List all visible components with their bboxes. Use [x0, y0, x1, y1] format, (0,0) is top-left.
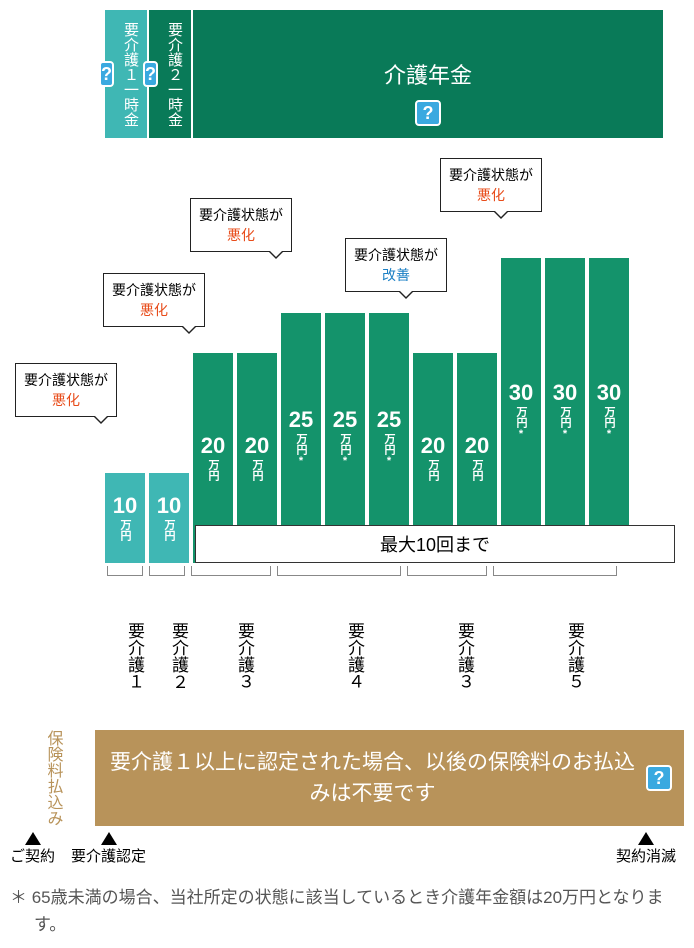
bar-value: 30	[597, 382, 621, 404]
callout-highlight: 悪化	[477, 187, 505, 203]
xlabel: 要介護３	[437, 618, 477, 690]
help-icon[interactable]: ?	[99, 61, 114, 87]
callout-pre: 要介護状態が	[199, 207, 283, 223]
brown-banner: 要介護１以上に認定された場合、以後の保険料のお払込みは不要です ?	[95, 730, 684, 826]
bar-value: 20	[465, 435, 489, 457]
bar-unit: 万円	[249, 459, 265, 481]
help-icon[interactable]: ?	[415, 100, 441, 126]
bracket	[191, 566, 271, 576]
bar-unit: 万円	[161, 519, 177, 541]
timeline-left: ご契約要介護認定	[10, 832, 146, 866]
header-col: 要介護２一時金?	[149, 10, 191, 138]
bar: 30 万円*	[545, 258, 585, 563]
xlabel: 要介護４	[327, 618, 367, 690]
bar-unit: 万円*	[381, 433, 397, 467]
bar-unit: 万円*	[337, 433, 353, 467]
callout-highlight: 悪化	[227, 227, 255, 243]
help-icon[interactable]: ?	[646, 765, 672, 791]
bar-value: 25	[289, 409, 313, 431]
callout: 要介護状態が悪化	[440, 158, 542, 212]
bar-value: 10	[113, 495, 137, 517]
header-row: 要介護１一時金?要介護２一時金?介護年金?	[105, 10, 684, 138]
bar-unit: 万円*	[513, 406, 529, 440]
bar-unit: 万円*	[601, 406, 617, 440]
triangle-icon	[25, 832, 41, 845]
bracket	[277, 566, 401, 576]
bracket	[149, 566, 185, 576]
footnote: ＊ 65歳未満の場合、当社所定の状態に該当しているとき介護年金額は20万円となり…	[10, 884, 684, 938]
brown-row: 保険料払込み 要介護１以上に認定された場合、以後の保険料のお払込みは不要です ?	[10, 730, 684, 826]
timeline-item: ご契約	[10, 832, 55, 866]
timeline-label: 要介護認定	[71, 845, 146, 866]
chart-area: 要介護状態が悪化要介護状態が悪化要介護状態が悪化要介護状態が改善要介護状態が悪化…	[105, 178, 684, 618]
bar-unit: 万円*	[293, 433, 309, 467]
bar-value: 10	[157, 495, 181, 517]
xlabel: 要介護３	[217, 618, 257, 690]
brackets-row	[105, 566, 621, 578]
xlabel: 要介護２	[151, 618, 191, 690]
bar-value: 20	[201, 435, 225, 457]
timeline-label: ご契約	[10, 845, 55, 866]
bracket	[107, 566, 143, 576]
brown-banner-text: 要介護１以上に認定された場合、以後の保険料のお払込みは不要です	[107, 747, 638, 810]
bar: 10万円	[105, 473, 145, 563]
header-col-label: 介護年金	[384, 58, 472, 90]
bracket	[407, 566, 487, 576]
callout: 要介護状態が悪化	[190, 198, 292, 252]
xlabel: 要介護５	[547, 618, 587, 690]
triangle-icon	[638, 832, 654, 845]
callout-pre: 要介護状態が	[449, 167, 533, 183]
bar: 30 万円*	[589, 258, 629, 563]
bar-value: 20	[245, 435, 269, 457]
header-col-label: 要介護２一時金	[164, 22, 185, 127]
bar-value: 30	[509, 382, 533, 404]
help-icon[interactable]: ?	[143, 61, 158, 87]
bar-unit: 万円	[205, 459, 221, 481]
callout: 要介護状態が悪化	[103, 273, 205, 327]
timeline-item: 要介護認定	[71, 832, 146, 866]
bar-value: 25	[333, 409, 357, 431]
header-col: 要介護１一時金?	[105, 10, 147, 138]
callout-highlight: 改善	[382, 267, 410, 283]
bar-unit: 万円*	[557, 406, 573, 440]
premium-label: 保険料払込み	[10, 730, 95, 826]
header-col: 介護年金?	[193, 10, 663, 138]
bracket	[493, 566, 617, 576]
callout-highlight: 悪化	[140, 302, 168, 318]
callout: 要介護状態が改善	[345, 238, 447, 292]
timeline: ご契約要介護認定 契約消滅	[10, 832, 684, 866]
callout-pre: 要介護状態が	[354, 247, 438, 263]
callout-pre: 要介護状態が	[112, 282, 196, 298]
timeline-right: 契約消滅	[616, 832, 676, 866]
bar-unit: 万円	[469, 459, 485, 481]
xlabel: 要介護１	[107, 618, 147, 690]
triangle-icon	[101, 832, 117, 845]
bar: 30 万円*	[501, 258, 541, 563]
bar-value: 20	[421, 435, 445, 457]
header-col-label: 要介護１一時金	[120, 22, 141, 127]
bar: 10万円	[149, 473, 189, 563]
bar-unit: 万円	[425, 459, 441, 481]
max-banner: 最大10回まで	[195, 525, 675, 563]
callout-pre: 要介護状態が	[24, 372, 108, 388]
bar-unit: 万円	[117, 519, 133, 541]
timeline-label: 契約消滅	[616, 845, 676, 866]
bar-value: 30	[553, 382, 577, 404]
xlabels-row: 要介護１要介護２ 要介護３ 要介護４ 要介護３ 要介護５	[105, 618, 684, 718]
callout-highlight: 悪化	[52, 392, 80, 408]
bar-value: 25	[377, 409, 401, 431]
callout: 要介護状態が悪化	[15, 363, 117, 417]
